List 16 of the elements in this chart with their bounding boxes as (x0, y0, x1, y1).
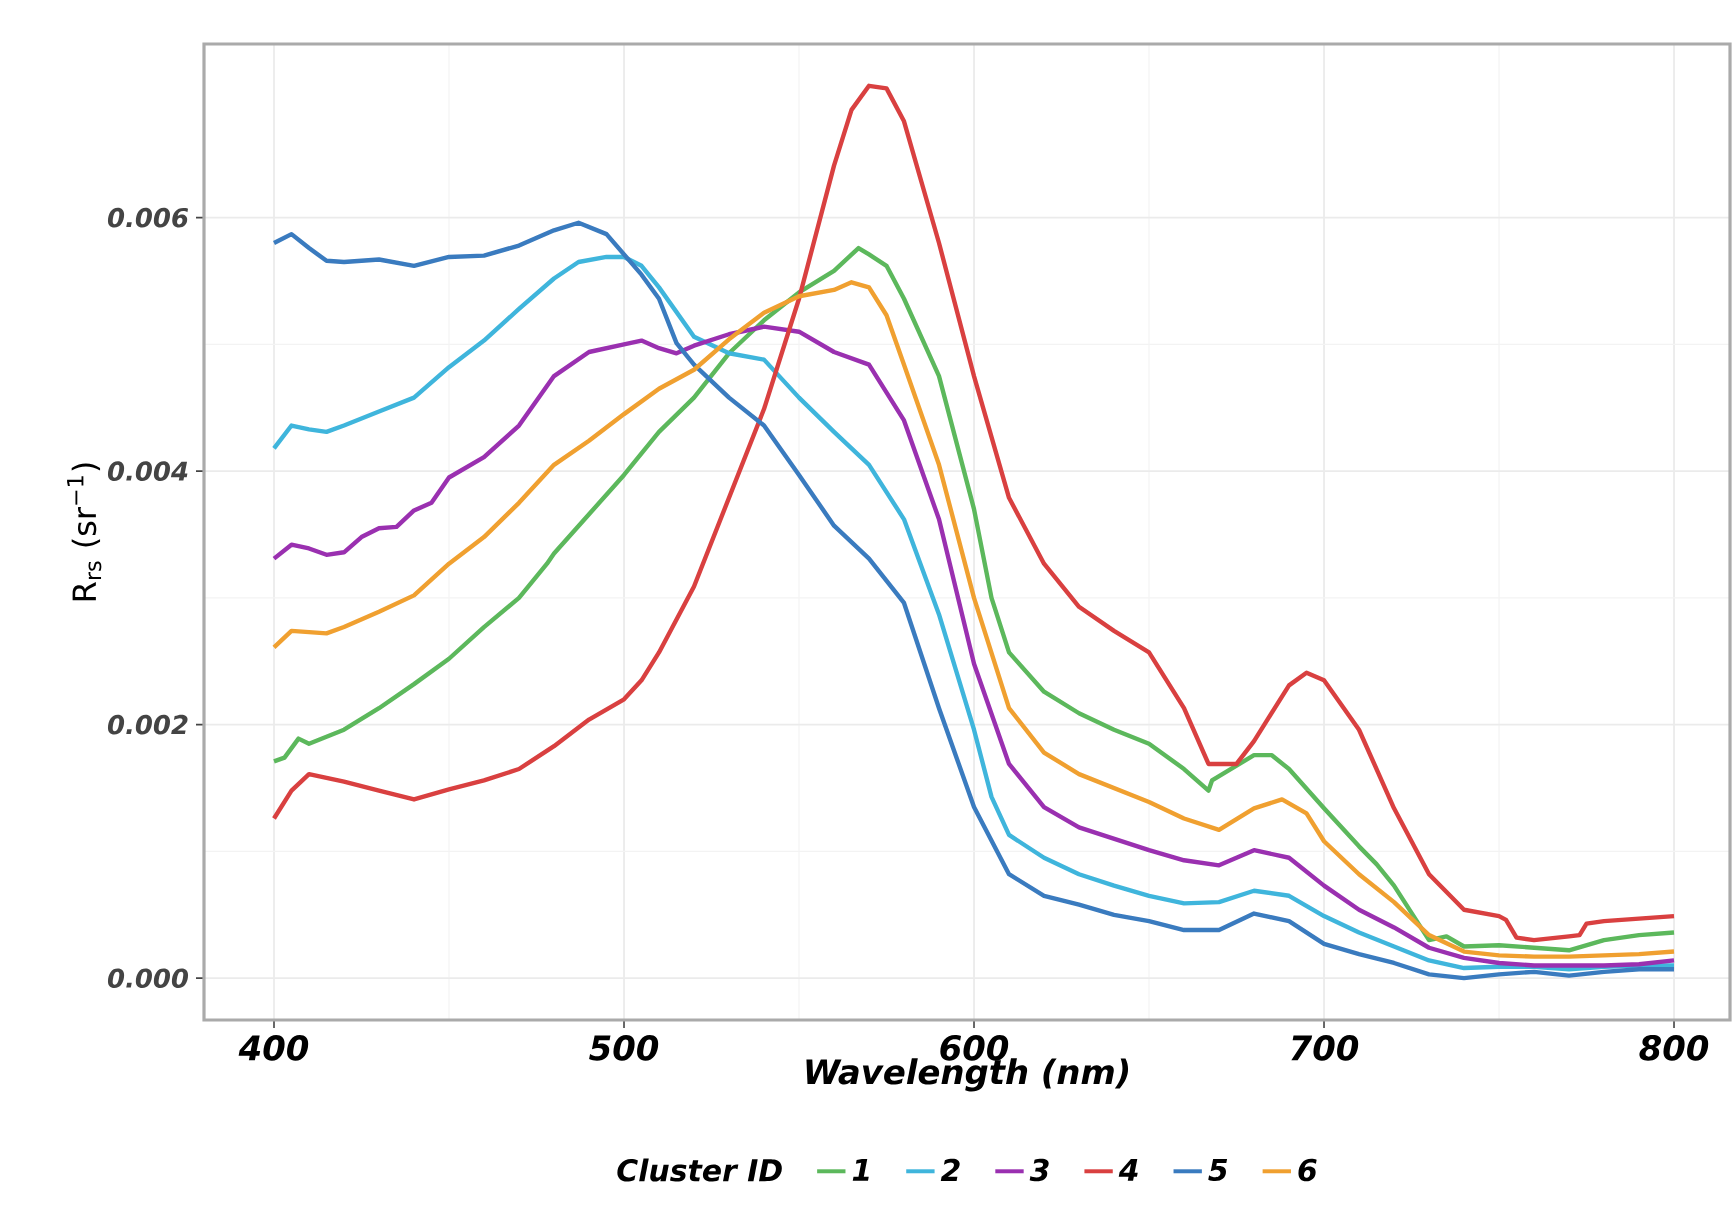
x-tick-label: 700 (1291, 1035, 1359, 1061)
y-axis-title: R$_{rs}$ (sr$^{−1}$) (67, 463, 102, 601)
y-tick-label: 0.006 (107, 207, 189, 228)
y-tick-label: 0.000 (107, 968, 189, 988)
legend-label: 3 (1029, 1158, 1049, 1182)
x-tick-label: 800 (1639, 1035, 1709, 1061)
x-tick-label: 500 (589, 1035, 659, 1061)
legend-label: 6 (1298, 1158, 1317, 1182)
x-tick-label: 400 (238, 1035, 309, 1061)
legend-label: 4 (1118, 1158, 1138, 1181)
y-tick-label: 0.004 (107, 461, 188, 481)
legend-title: Cluster ID (617, 1158, 782, 1182)
legend-label: 5 (1208, 1158, 1228, 1182)
legend-label: 1 (852, 1158, 869, 1181)
legend-label: 2 (940, 1158, 960, 1181)
y-tick-label: 0.002 (107, 714, 188, 735)
